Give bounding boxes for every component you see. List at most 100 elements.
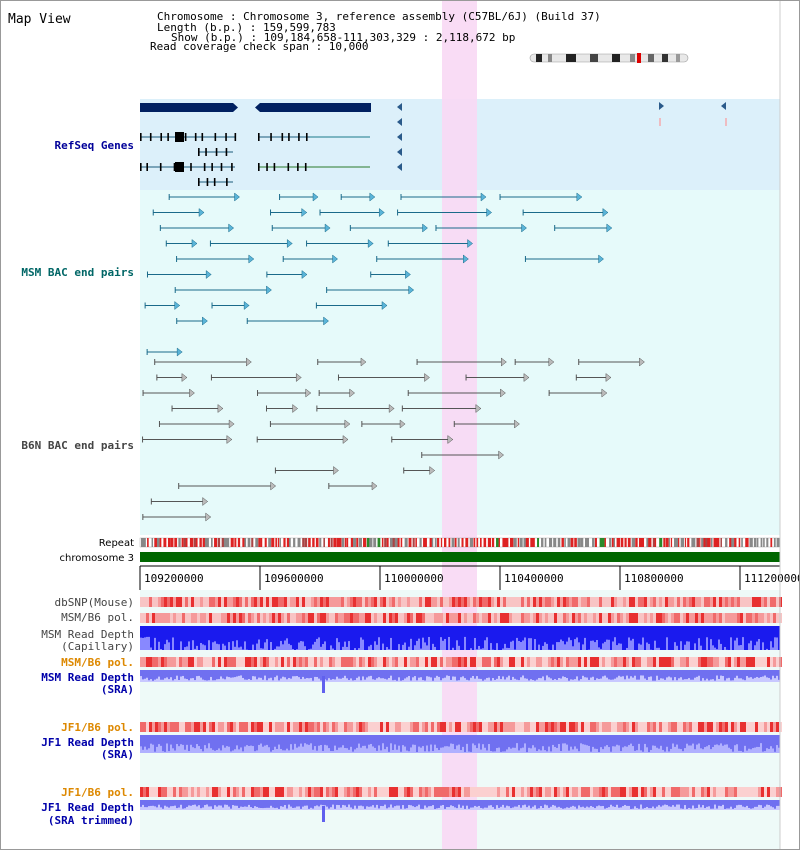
depth-bar [362, 735, 364, 746]
pol-cell [413, 722, 416, 732]
repeat-element [620, 538, 624, 547]
pol-cell [689, 613, 692, 623]
depth-bar [350, 735, 352, 747]
depth-bar [778, 626, 780, 650]
pol-cell [425, 722, 428, 732]
pol-cell [563, 657, 566, 667]
depth-bar [326, 800, 328, 807]
depth-bar [344, 670, 346, 676]
depth-bar [772, 670, 774, 676]
polymorphism-tracks[interactable] [140, 597, 782, 797]
bac-end-arrow [422, 223, 428, 233]
pol-cell [629, 597, 632, 607]
pol-cell [521, 597, 524, 607]
depth-bar [776, 800, 778, 806]
pol-cell [620, 722, 623, 732]
depth-bar [416, 735, 418, 753]
depth-bar [632, 800, 634, 809]
pol-cell [164, 722, 167, 732]
depth-bar [724, 800, 726, 809]
depth-bar [690, 735, 692, 746]
pol-cell [446, 657, 449, 667]
depth-bar [328, 670, 330, 679]
depth-bar [210, 626, 212, 650]
pol-cell [716, 613, 719, 623]
pol-cell [572, 722, 575, 732]
pol-cell [665, 657, 668, 667]
depth-bar [202, 626, 204, 645]
gene-arrow [721, 102, 726, 110]
gene-exon [297, 163, 299, 171]
msm-bac-track[interactable] [144, 192, 613, 357]
pol-cell [626, 613, 629, 623]
pol-cell [548, 657, 551, 667]
depth-bar [358, 735, 360, 744]
depth-bar [486, 800, 488, 808]
read-depth-tracks[interactable] [140, 626, 780, 822]
depth-bar [364, 735, 366, 746]
depth-bar [518, 626, 520, 641]
depth-bar [756, 626, 758, 642]
chromosome-ideogram[interactable] [529, 53, 689, 63]
depth-bar [660, 626, 662, 650]
depth-bar [732, 626, 734, 650]
depth-bar [192, 735, 194, 748]
depth-bar [150, 626, 152, 648]
depth-bar [392, 735, 394, 751]
depth-bar [174, 735, 176, 751]
depth-bar [736, 735, 738, 745]
pol-cell [725, 722, 728, 732]
depth-bar [280, 670, 282, 679]
repeat-element [230, 538, 234, 547]
pol-cell [254, 613, 257, 623]
pol-cell [443, 613, 446, 623]
pol-cell [479, 722, 482, 732]
depth-bar [232, 735, 234, 751]
depth-bar [610, 735, 612, 752]
pol-cell [626, 657, 629, 667]
depth-bar [356, 800, 358, 809]
bac-end-arrow [576, 192, 583, 202]
repeat-element [352, 538, 356, 547]
gene-exon [231, 163, 233, 171]
depth-bar [646, 735, 648, 748]
depth-bar [450, 626, 452, 650]
pol-cell [194, 657, 197, 667]
depth-bar [168, 670, 170, 680]
pol-cell [173, 597, 176, 607]
pol-cell [266, 613, 269, 623]
depth-bar [438, 800, 440, 808]
pol-cell [227, 722, 230, 732]
b6n-bac-track[interactable] [142, 357, 645, 522]
depth-bar [366, 735, 368, 749]
depth-bar [764, 800, 766, 807]
depth-bar [636, 626, 638, 650]
pol-cell [455, 657, 458, 667]
repeat-element [707, 538, 711, 547]
refseq-genes-track[interactable] [140, 102, 727, 186]
depth-bar [722, 626, 724, 650]
depth-bar [406, 626, 408, 650]
depth-bar [746, 670, 748, 677]
pol-cell [491, 787, 494, 797]
depth-bar [486, 735, 488, 751]
depth-bar [748, 626, 750, 644]
depth-bar [740, 670, 742, 679]
depth-bar [500, 735, 502, 752]
depth-bar [398, 670, 400, 678]
pol-cell [344, 787, 347, 797]
repeat-track[interactable] [139, 537, 781, 548]
depth-bar [362, 670, 364, 677]
depth-bar [446, 800, 448, 808]
depth-bar [374, 670, 376, 680]
repeat-element [275, 538, 277, 547]
pol-cell [626, 722, 629, 732]
depth-bar [666, 670, 668, 678]
selection-highlight[interactable] [442, 0, 477, 850]
pol-cell [140, 597, 143, 607]
pol-cell [740, 722, 743, 732]
depth-bar [242, 626, 244, 650]
depth-bar [696, 670, 698, 677]
depth-bar [332, 670, 334, 680]
